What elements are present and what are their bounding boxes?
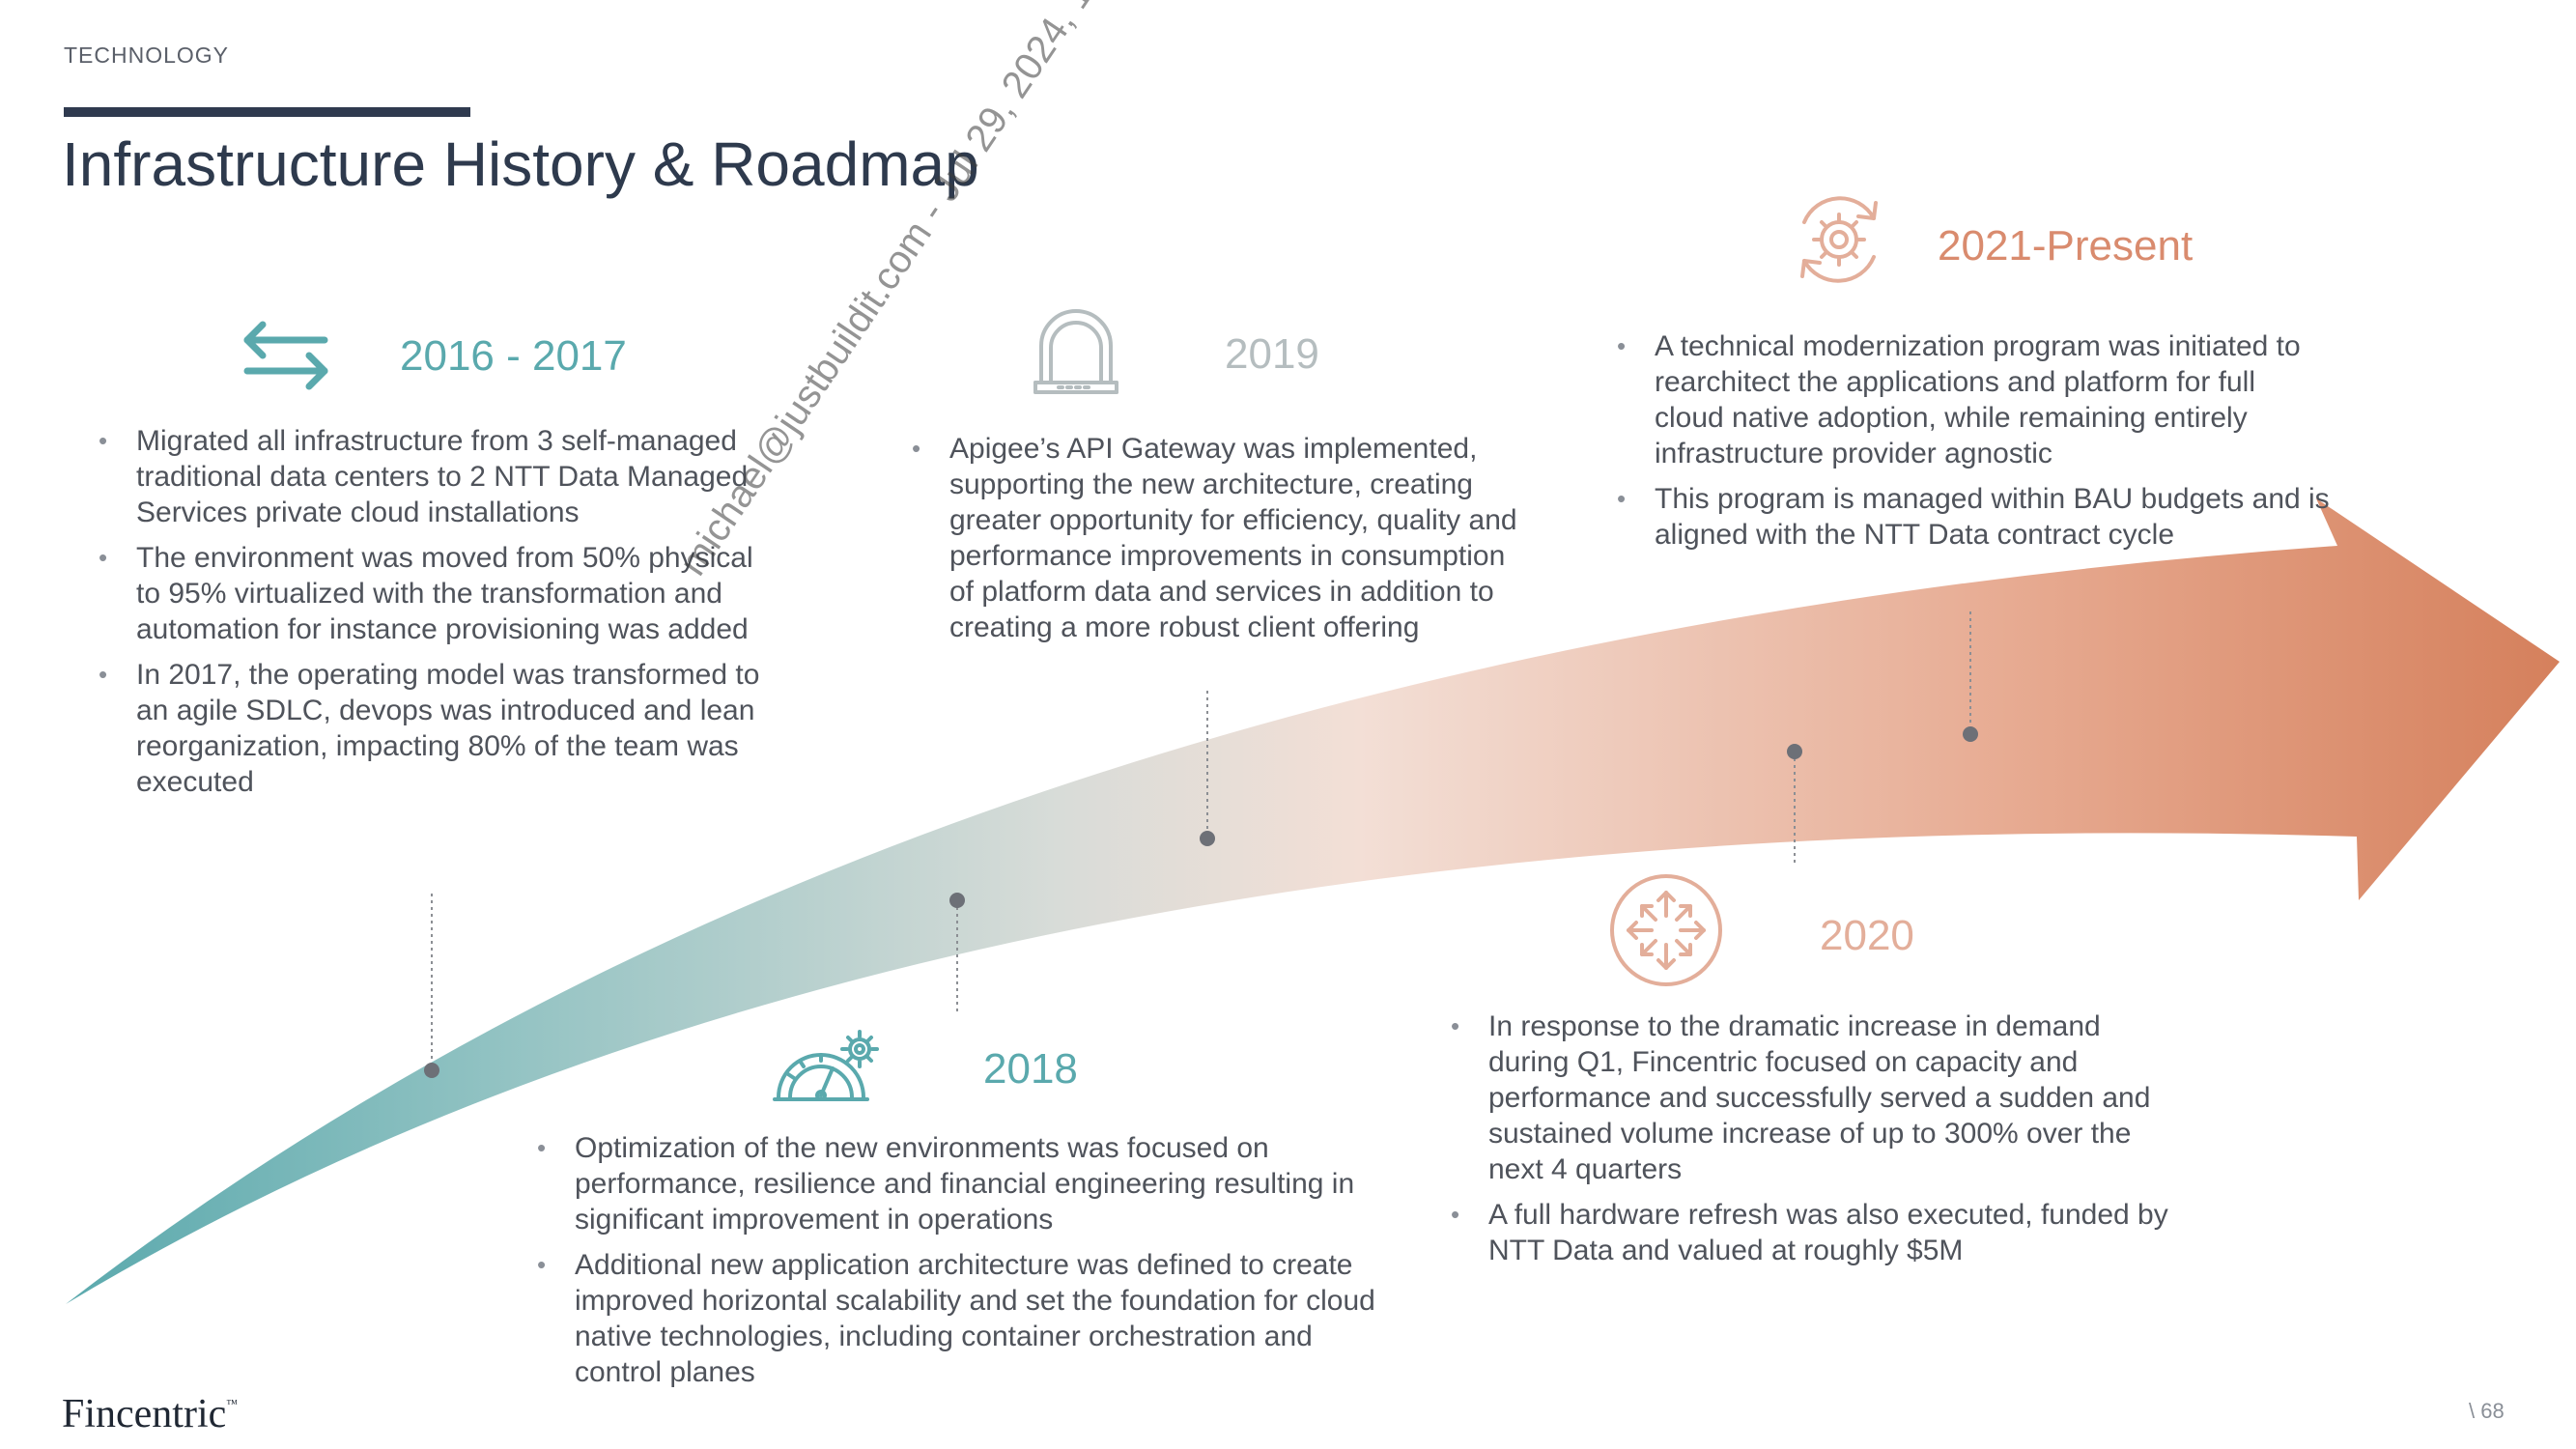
bullet-item: This program is managed within BAU budge… (1617, 481, 2332, 553)
page-number: \ 68 (2469, 1399, 2505, 1423)
bullet-item: A technical modernization program was in… (1617, 328, 2332, 471)
bullet-item: Optimization of the new environments was… (537, 1130, 1387, 1237)
bullet-item: In 2017, the operating model was transfo… (99, 657, 775, 800)
trademark-symbol: ™ (226, 1397, 239, 1410)
bullets-2019: Apigee’s API Gateway was implemented, su… (912, 431, 1530, 655)
bullets-2016-2017: Migrated all infrastructure from 3 self-… (99, 423, 775, 810)
bullets-2018: Optimization of the new environments was… (537, 1130, 1387, 1400)
bullet-item: A full hardware refresh was also execute… (1451, 1197, 2185, 1268)
bullets-2020: In response to the dramatic increase in … (1451, 1009, 2185, 1278)
year-2020: 2020 (1820, 912, 1914, 959)
bullet-item: The environment was moved from 50% physi… (99, 540, 775, 647)
arrow-body (66, 498, 2560, 1304)
refresh-gear-icon (1783, 184, 1895, 296)
year-2021-present: 2021-Present (1938, 222, 2194, 270)
year-2018: 2018 (983, 1045, 1078, 1093)
page-title: Infrastructure History & Roadmap (62, 129, 979, 199)
marker-2020 (1787, 744, 1802, 759)
marker-2021 (1963, 726, 1978, 742)
year-2019: 2019 (1225, 330, 1319, 378)
swap-arrows-icon (240, 319, 332, 390)
bullet-item: Migrated all infrastructure from 3 self-… (99, 423, 775, 530)
year-2016-2017: 2016 - 2017 (400, 332, 627, 380)
speedometer-gear-icon (771, 1024, 883, 1105)
bullet-item: Apigee’s API Gateway was implemented, su… (912, 431, 1530, 645)
fincentric-logo: Fincentric™ (62, 1391, 238, 1437)
marker-2019 (1200, 831, 1215, 846)
marker-2018 (949, 893, 965, 908)
marker-2016 (424, 1063, 439, 1078)
logo-text: Fincentric (62, 1392, 227, 1436)
title-accent-bar (64, 107, 470, 117)
gateway-arch-icon (1032, 301, 1120, 396)
section-label: TECHNOLOGY (64, 43, 230, 68)
bullet-item: Additional new application architecture … (537, 1247, 1387, 1390)
bullets-2021-present: A technical modernization program was in… (1617, 328, 2332, 562)
scale-arrows-icon (1607, 871, 1725, 989)
bullet-item: In response to the dramatic increase in … (1451, 1009, 2185, 1187)
